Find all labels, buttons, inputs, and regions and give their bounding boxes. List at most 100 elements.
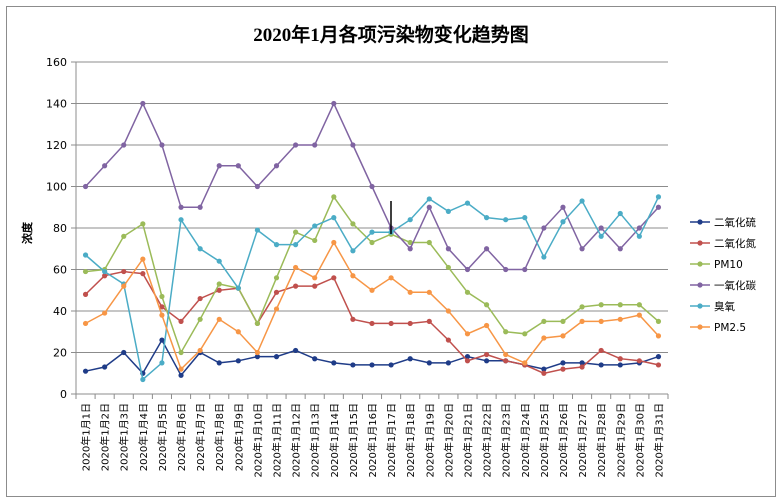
data-point — [82, 268, 89, 275]
data-point — [102, 273, 108, 279]
data-point — [541, 335, 547, 341]
data-point — [617, 316, 623, 322]
data-point — [331, 239, 337, 246]
legend-label: 臭氧 — [714, 300, 735, 313]
data-point — [655, 318, 662, 324]
data-point — [369, 320, 375, 327]
data-point — [464, 354, 471, 360]
data-point — [655, 194, 662, 200]
data-point — [159, 304, 165, 310]
x-tick-label: 2020年1月22日 — [481, 403, 494, 478]
data-point — [426, 204, 432, 210]
data-point — [216, 281, 222, 287]
data-point — [331, 100, 337, 107]
y-tick-label: 120 — [46, 139, 67, 152]
x-tick-label: 2020年1月25日 — [538, 403, 551, 478]
data-point — [216, 287, 222, 293]
legend-item: PM10 — [690, 259, 743, 271]
data-point — [445, 337, 451, 343]
x-tick-label: 2020年1月14日 — [328, 403, 341, 478]
data-point — [598, 318, 604, 324]
y-axis-label: 浓度 — [20, 221, 34, 244]
y-tick-label: 40 — [53, 305, 67, 318]
y-tick-label: 160 — [46, 56, 67, 69]
data-point — [293, 283, 299, 289]
data-point — [407, 356, 413, 362]
data-point — [522, 266, 528, 273]
data-point — [579, 304, 585, 310]
legend-swatch-marker — [697, 303, 703, 309]
data-point — [312, 275, 318, 281]
data-point — [178, 217, 184, 223]
data-point — [197, 246, 203, 252]
data-point — [216, 316, 222, 322]
data-point — [82, 183, 89, 190]
data-point — [541, 370, 547, 376]
axes — [71, 61, 669, 399]
data-point — [426, 318, 432, 324]
legend-item: 一氧化碳 — [690, 279, 756, 292]
x-tick-label: 2020年1月3日 — [118, 403, 131, 471]
data-point — [369, 287, 375, 293]
series-3 — [82, 194, 662, 356]
data-point — [197, 295, 203, 302]
data-point — [178, 318, 184, 324]
y-tick-label: 60 — [53, 264, 67, 277]
data-point — [522, 331, 528, 337]
data-point — [617, 362, 623, 368]
data-point — [178, 349, 184, 356]
x-tick-label: 2020年1月1日 — [80, 403, 93, 471]
data-point — [331, 275, 337, 281]
x-tick-label: 2020年1月24日 — [519, 403, 532, 478]
x-tick-label: 2020年1月29日 — [614, 403, 627, 478]
x-tick-label: 2020年1月4日 — [137, 403, 150, 471]
data-point — [102, 310, 108, 316]
data-point — [159, 293, 165, 300]
x-tick-label: 2020年1月9日 — [232, 403, 245, 471]
data-point — [197, 347, 203, 354]
data-point — [273, 306, 280, 312]
data-point — [121, 268, 127, 275]
y-tick-label: 0 — [60, 388, 67, 401]
data-point — [483, 351, 490, 358]
data-point — [445, 208, 451, 214]
data-point — [82, 252, 89, 258]
data-point — [312, 283, 318, 289]
data-point — [598, 233, 604, 239]
legend-label: PM10 — [714, 259, 743, 271]
data-point — [140, 100, 146, 107]
data-point — [388, 275, 394, 281]
data-point — [293, 264, 299, 271]
x-tick-label: 2020年1月12日 — [290, 403, 303, 478]
data-point — [178, 366, 184, 372]
data-point — [464, 289, 471, 295]
data-point — [464, 331, 471, 337]
data-point — [483, 322, 490, 329]
legend-swatch-marker — [697, 219, 703, 225]
data-point — [655, 333, 662, 339]
data-point — [541, 318, 547, 324]
x-tick-label: 2020年1月5日 — [156, 403, 169, 471]
x-tick-labels: 2020年1月1日 2020年1月2日 2020年1月3日 2020年1月4日 2020… — [80, 403, 666, 478]
x-tick-label: 2020年1月18日 — [404, 403, 417, 478]
data-point — [541, 254, 547, 260]
y-tick-label: 100 — [46, 181, 67, 194]
data-point — [235, 285, 241, 291]
legend-label: 二氧化硫 — [714, 216, 756, 229]
data-point — [159, 142, 165, 148]
data-point — [350, 316, 356, 322]
data-point — [312, 356, 318, 362]
x-tick-label: 2020年1月17日 — [385, 403, 398, 478]
data-point — [636, 233, 642, 239]
data-point — [121, 283, 127, 289]
series-line — [85, 338, 659, 377]
legend-label: 二氧化氮 — [714, 237, 756, 250]
data-point — [293, 242, 299, 248]
data-point — [140, 221, 146, 227]
data-point — [464, 266, 471, 273]
series-group — [82, 100, 662, 383]
data-point — [331, 215, 337, 221]
x-tick-label: 2020年1月13日 — [309, 403, 322, 478]
data-point — [216, 163, 222, 169]
data-point — [140, 256, 146, 262]
